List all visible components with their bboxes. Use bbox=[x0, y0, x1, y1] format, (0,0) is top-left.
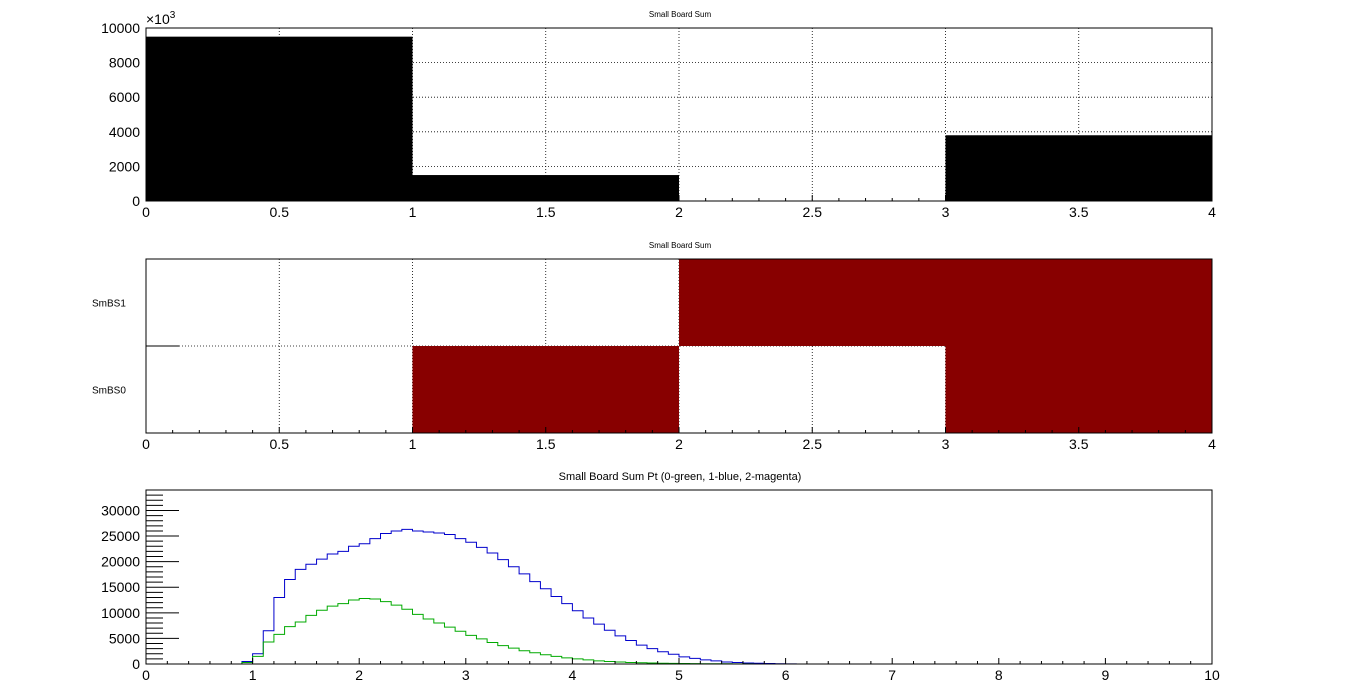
panel-2-title: Small Board Sum bbox=[649, 241, 712, 250]
x-tick-label: 3 bbox=[942, 204, 950, 220]
histogram-bar bbox=[146, 36, 413, 202]
x-tick-label: 3.5 bbox=[1069, 204, 1089, 220]
y-tick-label: 30000 bbox=[101, 502, 140, 518]
y-tick-label: 5000 bbox=[109, 630, 140, 646]
panel-1-title: Small Board Sum bbox=[649, 10, 712, 19]
x-tick-label: 0 bbox=[142, 436, 150, 452]
panel-3-line-chart: Small Board Sum Pt (0-green, 1-blue, 2-m… bbox=[101, 471, 1220, 683]
x-tick-label: 2.5 bbox=[803, 204, 823, 220]
y-category-label: SmBS0 bbox=[92, 386, 126, 397]
x-tick-label: 4 bbox=[1208, 204, 1216, 220]
panel-2-x-tick-labels: 0 0.5 1 1.5 2 2.5 3 3.5 4 bbox=[142, 436, 1216, 452]
x-tick-label: 4 bbox=[569, 667, 577, 683]
series-line-0 bbox=[146, 528, 1212, 665]
panel-3-frame bbox=[145, 489, 1213, 665]
y-tick-label: 10000 bbox=[101, 605, 140, 621]
y-tick-label: 0 bbox=[132, 193, 140, 209]
y-tick-label: 6000 bbox=[109, 89, 140, 105]
x-tick-label: 9 bbox=[1102, 667, 1110, 683]
x-tick-label: 1 bbox=[409, 436, 417, 452]
panel-3-y-tick-labels: 0 5000 10000 15000 20000 25000 30000 bbox=[101, 502, 140, 672]
panel-2-heatmap: Small Board Sum 0 0.5 1 1.5 2 2.5 3 3.5 4 SmBS0S… bbox=[92, 241, 1216, 452]
panel-2-y-category-labels: SmBS0 SmBS1 bbox=[92, 299, 126, 397]
heatmap-cell bbox=[945, 346, 1212, 433]
panel-3-title: Small Board Sum Pt (0-green, 1-blue, 2-m… bbox=[559, 471, 802, 483]
heatmap-cell bbox=[412, 346, 679, 433]
y-tick-label: 20000 bbox=[101, 554, 140, 570]
x-tick-label: 5 bbox=[675, 667, 683, 683]
panel-1-y-multiplier-exponent: 3 bbox=[170, 10, 176, 21]
y-tick-label: 8000 bbox=[109, 55, 140, 71]
x-tick-label: 3.5 bbox=[1069, 436, 1089, 452]
x-tick-label: 6 bbox=[782, 667, 790, 683]
y-category-label: SmBS1 bbox=[92, 299, 126, 310]
y-tick-label: 0 bbox=[132, 656, 140, 672]
heatmap-cell bbox=[679, 259, 1212, 346]
x-tick-label: 1.5 bbox=[536, 436, 556, 452]
y-tick-label: 4000 bbox=[109, 124, 140, 140]
panel-1-bars bbox=[146, 36, 1212, 202]
x-tick-label: 4 bbox=[1208, 436, 1216, 452]
histogram-bar bbox=[945, 135, 1212, 201]
x-tick-label: 2 bbox=[355, 667, 363, 683]
x-tick-label: 0.5 bbox=[270, 436, 290, 452]
y-tick-label: 15000 bbox=[101, 579, 140, 595]
panel-3-x-tick-labels: 0 1 2 3 4 5 6 7 8 9 10 bbox=[142, 667, 1220, 683]
x-tick-label: 1 bbox=[249, 667, 257, 683]
y-tick-label: 25000 bbox=[101, 528, 140, 544]
panel-2-ticks bbox=[145, 345, 1213, 433]
x-tick-label: 2 bbox=[675, 204, 683, 220]
x-tick-label: 2.5 bbox=[803, 436, 823, 452]
panel-1-bar-chart: Small Board Sum ×103 0 0.5 1 1.5 2 2.5 3 3.5 4 0… bbox=[101, 10, 1216, 220]
panel-1-ticks bbox=[145, 195, 1213, 201]
x-tick-label: 3 bbox=[462, 667, 470, 683]
x-tick-label: 1 bbox=[409, 204, 417, 220]
x-tick-label: 2 bbox=[675, 436, 683, 452]
x-tick-label: 10 bbox=[1204, 667, 1220, 683]
x-tick-label: 7 bbox=[888, 667, 896, 683]
x-tick-label: 8 bbox=[995, 667, 1003, 683]
panel-1-x-tick-labels: 0 0.5 1 1.5 2 2.5 3 3.5 4 bbox=[142, 204, 1216, 220]
x-tick-label: 1.5 bbox=[536, 204, 556, 220]
panel-1-y-tick-labels: 0 2000 4000 6000 8000 10000 bbox=[101, 20, 140, 209]
panel-1-y-multiplier: ×103 bbox=[146, 10, 176, 27]
panel-3-series bbox=[146, 528, 1212, 665]
x-tick-label: 0.5 bbox=[270, 204, 290, 220]
panel-2-cells bbox=[412, 259, 1212, 433]
x-tick-label: 3 bbox=[942, 436, 950, 452]
y-tick-label: 10000 bbox=[101, 20, 140, 36]
panel-3-ticks bbox=[145, 489, 1213, 665]
x-tick-label: 0 bbox=[142, 204, 150, 220]
y-tick-label: 2000 bbox=[109, 158, 140, 174]
x-tick-label: 0 bbox=[142, 667, 150, 683]
